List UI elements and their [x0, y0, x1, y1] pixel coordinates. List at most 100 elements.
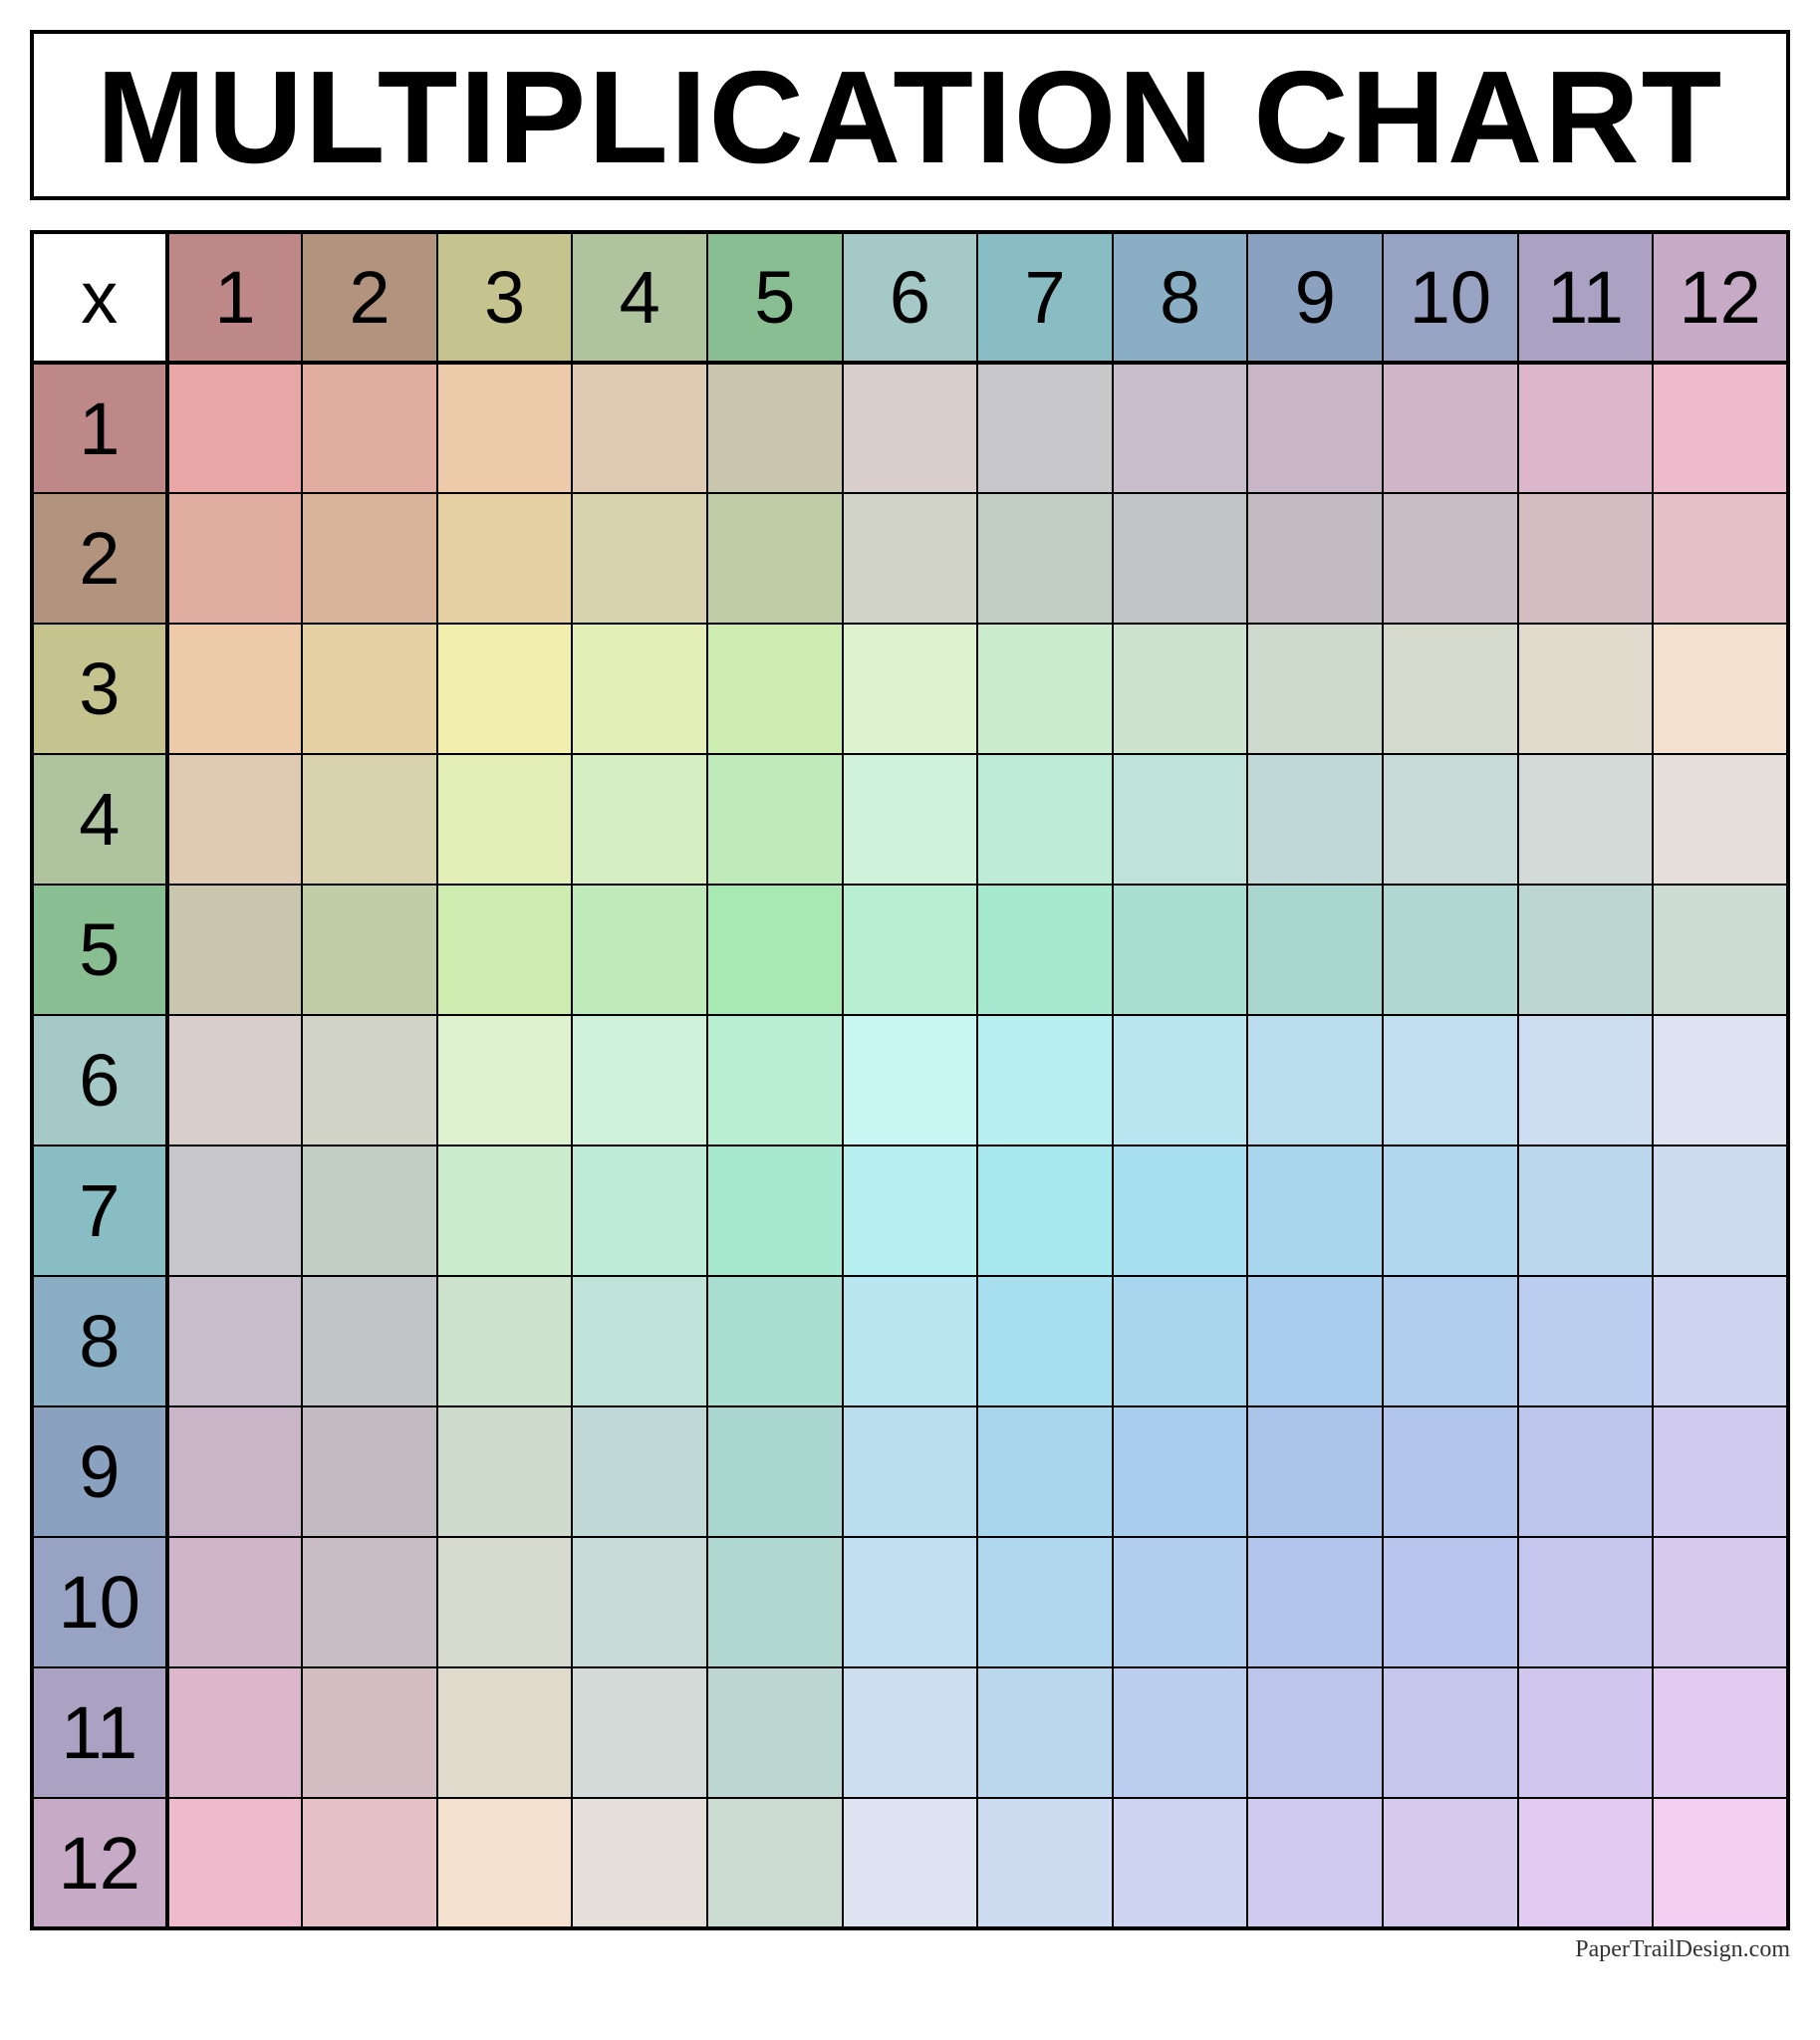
grid-cell: [302, 1537, 437, 1667]
row-header: 4: [32, 754, 167, 885]
row-header: 5: [32, 885, 167, 1015]
col-header: 2: [302, 232, 437, 363]
col-header: 3: [437, 232, 573, 363]
grid-cell: [1113, 493, 1248, 624]
grid-cell: [437, 493, 573, 624]
grid-cell: [572, 1406, 707, 1537]
grid-cell: [1113, 1798, 1248, 1928]
grid-cell: [437, 1667, 573, 1798]
grid-cell: [707, 1798, 843, 1928]
grid-cell: [707, 1406, 843, 1537]
row-header: 9: [32, 1406, 167, 1537]
grid-cell: [1113, 1146, 1248, 1276]
grid-cell: [1518, 885, 1654, 1015]
grid-cell: [1247, 1798, 1383, 1928]
title-container: MULTIPLICATION CHART: [30, 30, 1790, 200]
row-header: 6: [32, 1015, 167, 1146]
grid-cell: [437, 885, 573, 1015]
grid-cell: [167, 1146, 303, 1276]
grid-cell: [1383, 1667, 1518, 1798]
grid-cell: [437, 1406, 573, 1537]
grid-cell: [1247, 1015, 1383, 1146]
grid-cell: [1653, 1537, 1788, 1667]
grid-cell: [167, 1537, 303, 1667]
grid-cell: [1653, 363, 1788, 493]
grid-cell: [1653, 1798, 1788, 1928]
grid-cell: [1247, 1276, 1383, 1406]
grid-cell: [843, 1146, 978, 1276]
grid-cell: [572, 754, 707, 885]
grid-cell: [1113, 754, 1248, 885]
grid-cell: [1113, 1276, 1248, 1406]
grid-cell: [302, 363, 437, 493]
multiplication-table: x123456789101112123456789101112: [30, 230, 1790, 1930]
grid-cell: [1247, 754, 1383, 885]
col-header: 7: [977, 232, 1113, 363]
grid-cell: [302, 1015, 437, 1146]
grid-cell: [437, 363, 573, 493]
grid-cell: [302, 1667, 437, 1798]
grid-cell: [437, 1276, 573, 1406]
col-header: 10: [1383, 232, 1518, 363]
grid-cell: [1247, 1537, 1383, 1667]
grid-cell: [707, 885, 843, 1015]
grid-cell: [707, 754, 843, 885]
grid-cell: [843, 363, 978, 493]
grid-cell: [1653, 1667, 1788, 1798]
grid-cell: [707, 1276, 843, 1406]
grid-cell: [437, 1537, 573, 1667]
grid-cell: [437, 1015, 573, 1146]
grid-cell: [707, 1015, 843, 1146]
grid-cell: [572, 363, 707, 493]
grid-cell: [572, 1667, 707, 1798]
grid-cell: [167, 624, 303, 754]
row-header: 12: [32, 1798, 167, 1928]
grid-cell: [572, 1798, 707, 1928]
grid-cell: [302, 1276, 437, 1406]
grid-cell: [707, 1667, 843, 1798]
grid-cell: [1113, 363, 1248, 493]
grid-cell: [167, 493, 303, 624]
grid-cell: [167, 1667, 303, 1798]
grid-cell: [707, 1537, 843, 1667]
grid-cell: [302, 885, 437, 1015]
row-header: 11: [32, 1667, 167, 1798]
grid-cell: [167, 1015, 303, 1146]
grid-cell: [167, 1798, 303, 1928]
col-header: 12: [1653, 232, 1788, 363]
grid-cell: [1653, 754, 1788, 885]
grid-cell: [707, 363, 843, 493]
grid-cell: [167, 363, 303, 493]
grid-cell: [1383, 754, 1518, 885]
grid-cell: [1518, 1537, 1654, 1667]
grid-cell: [1653, 624, 1788, 754]
grid-cell: [302, 1406, 437, 1537]
grid-cell: [1113, 1537, 1248, 1667]
grid-cell: [1113, 624, 1248, 754]
grid-cell: [1383, 363, 1518, 493]
grid-cell: [977, 493, 1113, 624]
grid-cell: [1383, 1015, 1518, 1146]
grid-cell: [843, 1537, 978, 1667]
grid-cell: [572, 1276, 707, 1406]
grid-cell: [167, 1406, 303, 1537]
grid-cell: [437, 754, 573, 885]
col-header: 4: [572, 232, 707, 363]
grid-cell: [1653, 1146, 1788, 1276]
grid-cell: [302, 493, 437, 624]
grid-cell: [1247, 493, 1383, 624]
col-header: 11: [1518, 232, 1654, 363]
grid-cell: [1383, 624, 1518, 754]
grid-cell: [977, 1146, 1113, 1276]
grid-cell: [1247, 624, 1383, 754]
grid-cell: [1113, 1406, 1248, 1537]
grid-cell: [977, 1667, 1113, 1798]
grid-cell: [977, 1276, 1113, 1406]
col-header: 9: [1247, 232, 1383, 363]
grid-cell: [437, 1798, 573, 1928]
chart-title: MULTIPLICATION CHART: [54, 42, 1766, 192]
grid-cell: [843, 1798, 978, 1928]
grid-cell: [1518, 1276, 1654, 1406]
grid-cell: [977, 1537, 1113, 1667]
row-header: 7: [32, 1146, 167, 1276]
